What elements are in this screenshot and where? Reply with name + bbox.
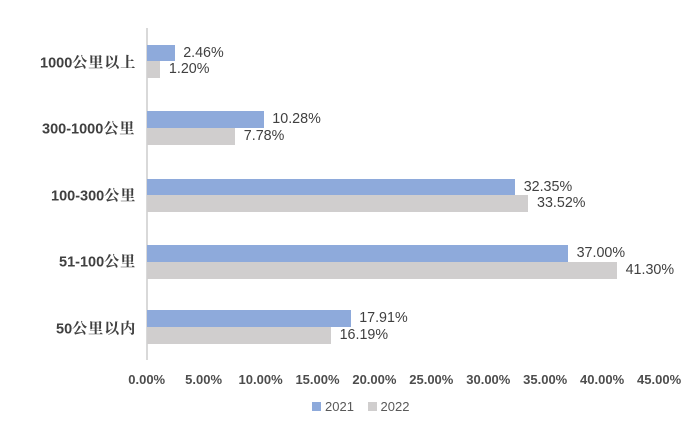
svg-text:51-100: 51-100 <box>59 255 104 271</box>
svg-text:50: 50 <box>56 321 72 337</box>
svg-text:100-300: 100-300 <box>51 188 104 204</box>
svg-text:1000: 1000 <box>40 55 72 71</box>
svg-text:300-1000: 300-1000 <box>42 122 103 138</box>
